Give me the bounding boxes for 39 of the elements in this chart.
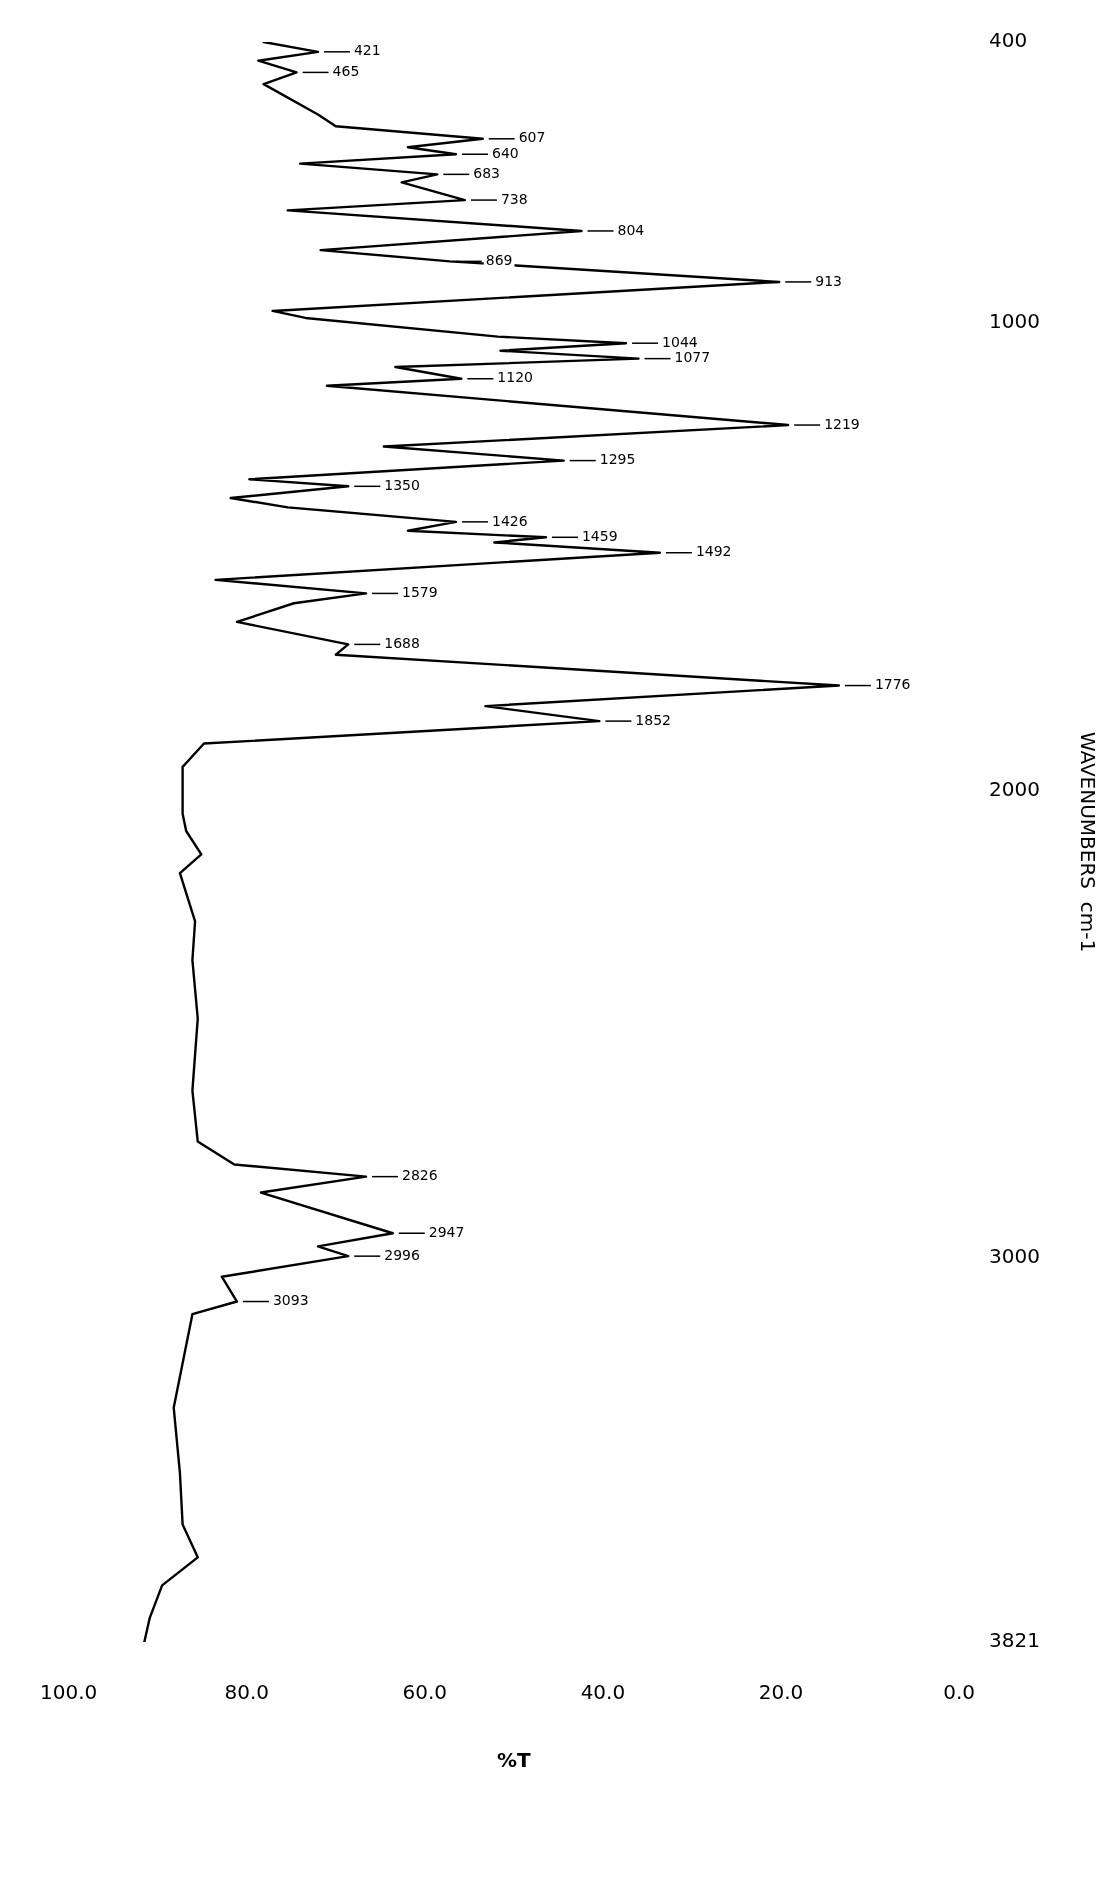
- x-tick-label: 100.0: [40, 1680, 98, 1705]
- annotation: 1492: [695, 543, 732, 560]
- annotation: 869: [485, 251, 513, 268]
- y-tick-label: 2000: [989, 776, 1041, 801]
- annotation: 683: [473, 165, 501, 181]
- x-axis-title: %T: [497, 1748, 532, 1773]
- annotation: 1426: [491, 512, 528, 529]
- y-tick-label: 3821: [989, 1628, 1041, 1653]
- annotation: 1350: [384, 476, 420, 493]
- annotation: 1295: [599, 451, 636, 468]
- annotation: 640: [491, 144, 519, 161]
- y-tick-label: 1000: [989, 308, 1041, 333]
- y-tick-label: 3000: [989, 1244, 1041, 1269]
- annotation: 1579: [402, 584, 438, 601]
- x-tick-label: 20.0: [758, 1680, 804, 1705]
- annotation: 2996: [384, 1246, 420, 1263]
- annotation: 1219: [824, 415, 860, 432]
- annotation: 1044: [662, 333, 698, 350]
- annotation: 607: [518, 129, 546, 146]
- annotation: 1077: [674, 349, 711, 366]
- annotation: 3093: [272, 1292, 309, 1309]
- x-tick-label: 0.0: [943, 1680, 976, 1705]
- annotation: 1852: [635, 711, 671, 728]
- annotation: 2947: [428, 1223, 465, 1240]
- annotation: 1120: [497, 369, 533, 386]
- x-tick-label: 60.0: [402, 1680, 448, 1705]
- annotation: 1459: [581, 527, 618, 544]
- x-tick-label: 80.0: [224, 1680, 269, 1705]
- y-axis-title: WAVENUMBERS cm-1: [1075, 731, 1100, 953]
- annotation: 2826: [402, 1167, 438, 1184]
- annotation: 738: [500, 190, 528, 207]
- annotation: 913: [815, 272, 842, 289]
- y-tick-label: 400: [989, 28, 1028, 53]
- annotation: 421: [353, 42, 381, 59]
- x-tick-label: 40.0: [580, 1680, 626, 1705]
- annotation: 1688: [384, 635, 420, 652]
- annotation: 465: [332, 63, 360, 80]
- annotation: 804: [617, 221, 645, 238]
- annotation: 1776: [874, 676, 911, 693]
